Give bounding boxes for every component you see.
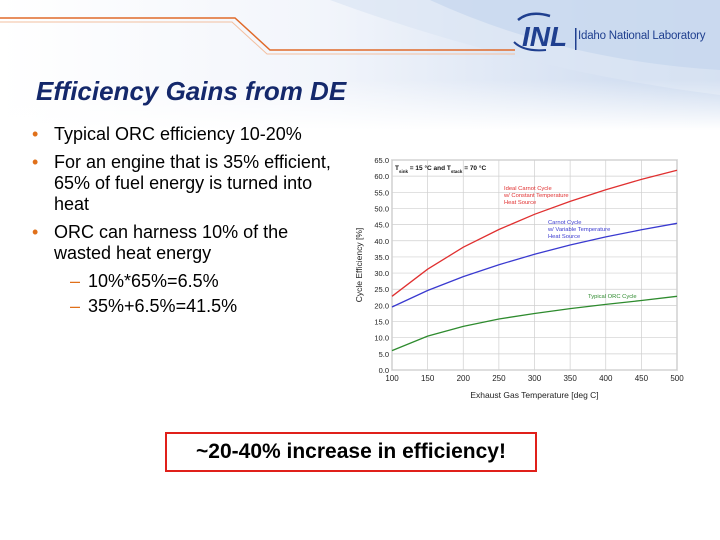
y-tick-label: 5.0 <box>379 350 389 359</box>
x-tick-label: 100 <box>385 374 399 383</box>
y-tick-label: 55.0 <box>374 188 389 197</box>
x-tick-label: 500 <box>670 374 684 383</box>
x-tick-label: 250 <box>492 374 506 383</box>
slide-title: Efficiency Gains from DE <box>36 76 347 106</box>
bullet-list: • Typical ORC efficiency 10-20% • For an e… <box>28 124 348 321</box>
y-tick-label: 30.0 <box>374 269 389 278</box>
bullet-item: • ORC can harness 10% of the wasted heat … <box>28 222 348 264</box>
efficiency-chart: 100 150 200 250 300 350 400 450 500 0.0 5.0 10.0 15.… <box>354 156 684 400</box>
sub-bullet-item: –10%*65%=6.5% <box>28 271 348 292</box>
sub-bullet-item: –35%+6.5%=41.5% <box>28 296 348 317</box>
bullet-dot-icon: • <box>32 124 39 144</box>
series-line <box>391 222 678 308</box>
series-line <box>391 295 678 352</box>
series-label: w/ Constant Temperature <box>503 193 569 199</box>
y-tick-label: 50.0 <box>374 204 389 213</box>
series-line <box>391 169 678 297</box>
sub-bullet-dash-icon: – <box>70 271 81 291</box>
y-tick-label: 65.0 <box>374 156 389 165</box>
series-label: Heat Source <box>504 200 536 206</box>
inl-logo: INL <box>513 12 577 52</box>
y-tick-label: 0.0 <box>379 366 389 375</box>
x-tick-label: 400 <box>599 374 613 383</box>
sub-bullet-dash-icon: – <box>70 296 81 316</box>
series-label: Typical ORC Cycle <box>588 294 637 300</box>
series-label: Carnot Cycle <box>548 220 582 226</box>
inl-logo-mark: INL <box>522 21 567 52</box>
series-label: w/ Variable Temperature <box>547 227 610 233</box>
y-tick-label: 45.0 <box>374 221 389 230</box>
series-label: Heat Source <box>548 234 580 240</box>
y-tick-label: 10.0 <box>374 334 389 343</box>
y-tick-label: 40.0 <box>374 237 389 246</box>
sub-bullet-text: 10%*65%=6.5% <box>88 271 219 291</box>
bullet-text: ORC can harness 10% of the wasted heat e… <box>54 222 289 263</box>
sub-bullet-text: 35%+6.5%=41.5% <box>88 296 238 316</box>
y-tick-label: 25.0 <box>374 285 389 294</box>
bullet-item: • Typical ORC efficiency 10-20% <box>28 124 348 145</box>
bullet-dot-icon: • <box>32 222 39 242</box>
bullet-text: Typical ORC efficiency 10-20% <box>54 124 302 144</box>
y-tick-label: 35.0 <box>374 253 389 262</box>
chart-condition-note: Tsink = 15 °C and Tstack = 70 °C <box>395 164 486 174</box>
x-tick-label: 350 <box>563 374 577 383</box>
y-axis-label: Cycle Efficiency [%] <box>354 228 364 302</box>
bullet-item: • For an engine that is 35% efficient, 65… <box>28 152 348 215</box>
organization-name: Idaho National Laboratory <box>578 30 706 42</box>
y-tick-label: 60.0 <box>374 172 389 181</box>
callout-box: ~20-40% increase in efficiency! <box>165 432 537 472</box>
series-label: Ideal Carnot Cycle <box>504 186 552 192</box>
x-tick-label: 200 <box>457 374 471 383</box>
x-tick-label: 450 <box>635 374 649 383</box>
x-tick-label: 150 <box>421 374 435 383</box>
y-tick-label: 20.0 <box>374 301 389 310</box>
y-tick-label: 15.0 <box>374 318 389 327</box>
bullet-dot-icon: • <box>32 152 39 172</box>
bullet-text: For an engine that is 35% efficient, 65%… <box>54 152 331 214</box>
x-axis-label: Exhaust Gas Temperature [deg C] <box>470 390 598 400</box>
x-tick-label: 300 <box>528 374 542 383</box>
